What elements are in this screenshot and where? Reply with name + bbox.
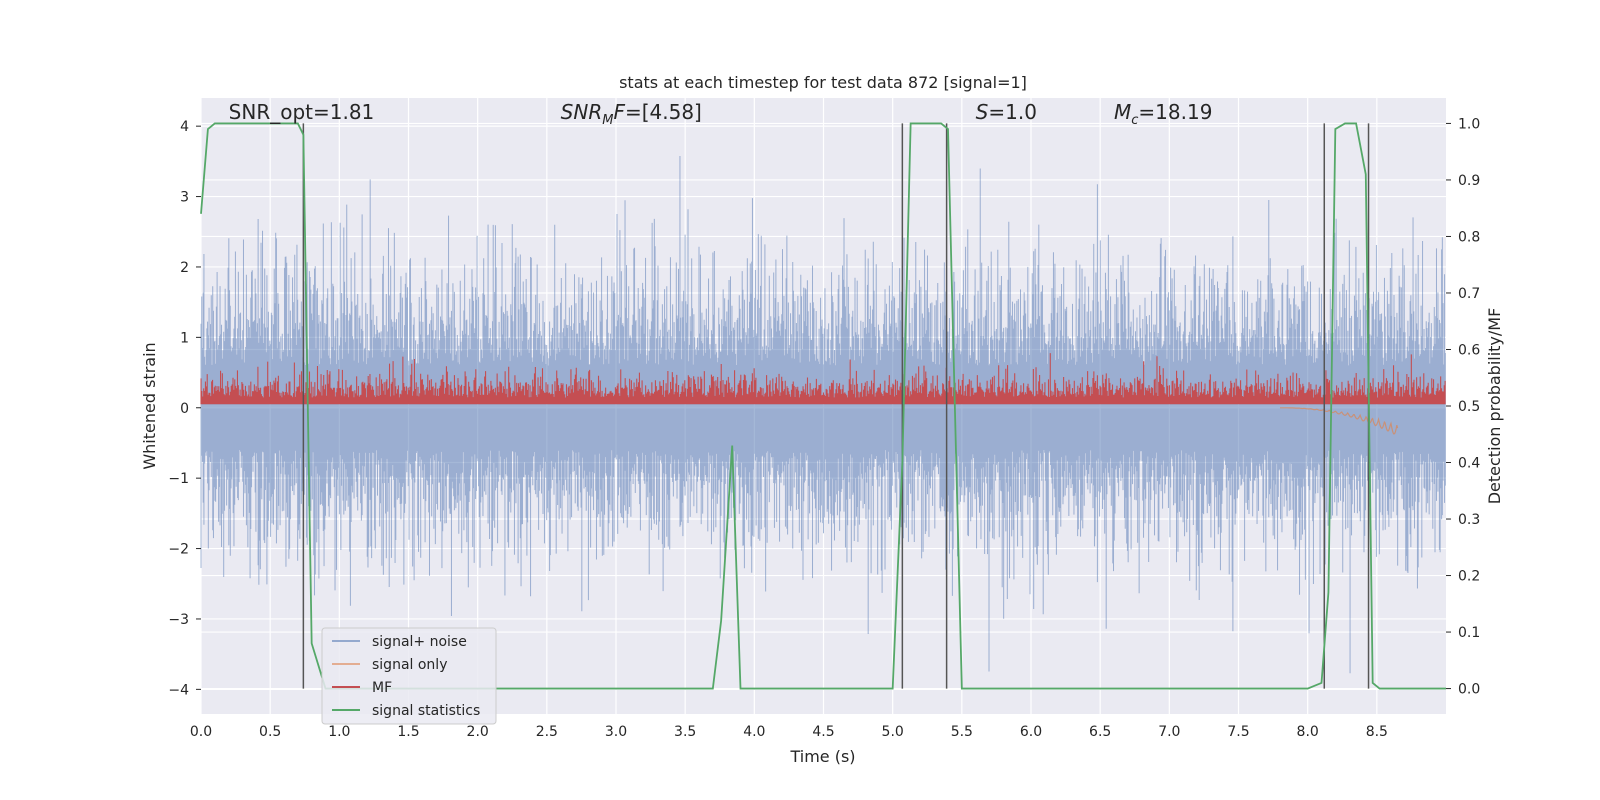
x-tick-label: 5.5 [951,724,973,740]
x-tick-label: 6.0 [1020,724,1042,740]
y-tick-label: 1 [180,330,189,346]
chart-title: stats at each timestep for test data 872… [619,73,1027,92]
y2-tick-label: 0.6 [1458,342,1480,358]
x-axis-label: Time (s) [789,747,855,766]
y2-tick-label: 0.0 [1458,682,1480,698]
x-tick-label: 0.0 [190,724,212,740]
y-tick-label: 0 [180,401,189,417]
legend-label-signal-only: signal only [372,657,447,673]
y2-axis-label: Detection probability/MF [1485,308,1504,505]
y2-tick-label: 0.9 [1458,173,1480,189]
y-tick-label: 3 [180,190,189,206]
legend-label-signal-noise: signal+ noise [372,634,467,650]
x-tick-label: 7.0 [1158,724,1180,740]
annotation-part: SNR_opt=1.81 [229,100,375,124]
legend-label-signal-statistics: signal statistics [372,703,480,719]
x-tick-label: 1.0 [328,724,350,740]
x-tick-label: 6.5 [1089,724,1111,740]
y-tick-label: −4 [168,682,189,698]
legend: signal+ noise signal only MF signal stat… [321,627,497,725]
annotation-part: F [613,100,625,124]
series-signal-statistics [200,122,1446,690]
x-tick-label: 3.5 [674,724,696,740]
x-tick-label: 2.0 [467,724,489,740]
annotation-part: SNR [561,100,603,124]
x-axis-ticks: 0.0 0.5 1.0 1.5 2.0 2.5 3.0 3.5 4.0 4.5 5.0 5.5 6.0 6… [190,724,1388,740]
x-tick-label: 5.0 [882,724,904,740]
x-tick-label: 4.5 [812,724,834,740]
y-axis-ticks: 4 3 2 1 0 −1 −2 −3 −4 [168,119,201,698]
legend-label-mf: MF [372,680,392,696]
y-axis-label: Whitened strain [140,342,159,469]
y2-tick-label: 0.7 [1458,286,1480,302]
y2-tick-label: 0.1 [1458,625,1480,641]
y2-tick-label: 0.5 [1458,399,1480,415]
signal-statistics-line [200,122,1446,690]
y2-tick-label: 0.8 [1458,229,1480,245]
annotation-2: S=1.0 [976,100,1037,124]
annotation-part: =[4.58] [625,100,702,124]
y2-tick-label: 1.0 [1458,116,1480,132]
x-tick-label: 4.0 [743,724,765,740]
annotation-0: SNR_opt=1.81 [229,100,375,124]
y-tick-label: −2 [168,542,189,558]
annotation-part: =18.19 [1138,100,1212,124]
x-tick-label: 8.0 [1297,724,1319,740]
y2-tick-label: 0.3 [1458,512,1480,528]
x-tick-label: 8.5 [1366,724,1388,740]
y-tick-label: 2 [180,260,189,276]
x-tick-label: 2.5 [536,724,558,740]
x-tick-label: 7.5 [1227,724,1249,740]
x-tick-label: 1.5 [397,724,419,740]
y2-tick-label: 0.2 [1458,569,1480,585]
x-tick-label: 0.5 [259,724,281,740]
y2-axis-ticks: 1.0 0.9 0.8 0.7 0.6 0.5 0.4 0.3 0.2 0.1 0.0 [1446,116,1480,698]
mf-trace [200,353,1446,405]
y2-tick-label: 0.4 [1458,456,1480,472]
annotation-part: =1.0 [988,100,1037,124]
annotation-subscript: M [602,113,613,128]
series-mf [200,353,1446,405]
y-tick-label: 4 [180,119,189,135]
y-tick-label: −3 [168,612,189,628]
signal-only-trace [1280,407,1399,435]
y-tick-label: −1 [168,471,189,487]
series-signal-only [1280,407,1399,435]
annotation-part: S [976,100,989,124]
annotations: SNR_opt=1.81 SNRMF=[4.58] S=1.0 Mc=18.19 [229,100,1213,128]
annotation-subscript: c [1131,113,1138,128]
legend-box [321,627,497,725]
annotation-3: Mc=18.19 [1114,100,1212,128]
x-tick-label: 3.0 [605,724,627,740]
annotation-1: SNRMF=[4.58] [561,100,702,128]
annotation-part: M [1114,100,1131,124]
